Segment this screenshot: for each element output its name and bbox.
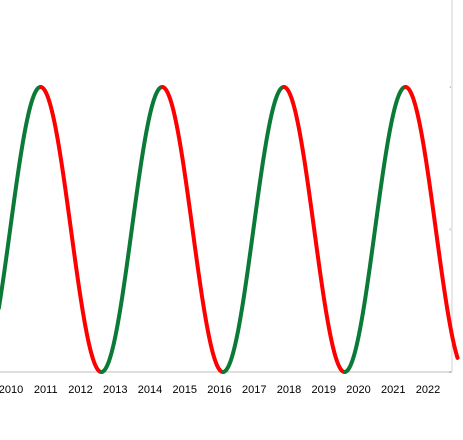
- x-tick-label-2019: 2019: [312, 384, 336, 396]
- y-tick-label-1: 1: [449, 85, 451, 89]
- y-tick-label-0: 0: [449, 228, 451, 232]
- y-tick-label--1: -1: [448, 370, 451, 374]
- rising-segment-6: [342, 85, 408, 374]
- x-tick-label-2017: 2017: [242, 384, 266, 396]
- x-tick-label-2022: 2022: [416, 384, 440, 396]
- rising-segment-2: [99, 85, 165, 374]
- x-axis-ticks: 2010 2011 2012 2013 2014 2015 2016 2017 2018 2019…: [0, 384, 440, 396]
- x-tick-label-2010: 2010: [0, 384, 23, 396]
- falling-segment-7: [403, 85, 460, 360]
- y-axis-ticks: 1 0 -1: [448, 85, 451, 374]
- rising-segment-4: [221, 85, 287, 374]
- wave-segments: [0, 85, 460, 374]
- falling-segment-5: [282, 85, 347, 374]
- x-tick-label-2012: 2012: [68, 384, 92, 396]
- x-tick-label-2013: 2013: [103, 384, 127, 396]
- plot-area: 1 0 -1: [0, 0, 460, 374]
- x-tick-label-2016: 2016: [207, 384, 231, 396]
- x-tick-label-2011: 2011: [34, 384, 58, 396]
- x-tick-label-2018: 2018: [277, 384, 301, 396]
- falling-segment-3: [160, 85, 226, 374]
- x-tick-label-2021: 2021: [381, 384, 405, 396]
- rising-segment-0: [0, 85, 43, 310]
- x-tick-label-2014: 2014: [138, 384, 162, 396]
- x-tick-label-2020: 2020: [346, 384, 370, 396]
- x-tick-label-2015: 2015: [173, 384, 197, 396]
- falling-segment-1: [38, 85, 104, 374]
